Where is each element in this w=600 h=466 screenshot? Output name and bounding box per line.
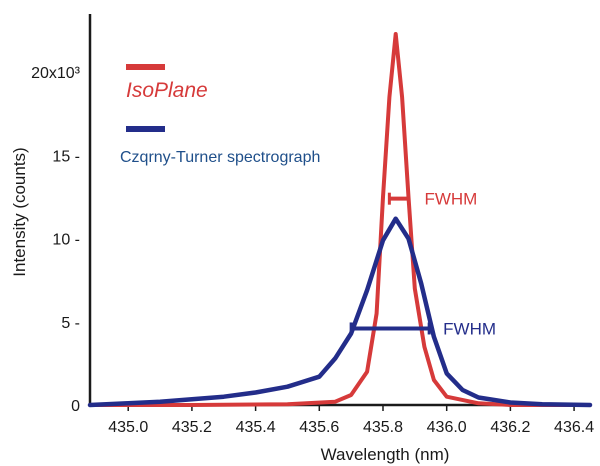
fwhm-label: FWHM <box>443 319 496 338</box>
x-tick-label: 435.0 <box>108 419 148 436</box>
y-axis-label: Intensity (counts) <box>10 147 29 276</box>
y-tick-label: 5 - <box>61 315 80 332</box>
series-lines <box>87 32 593 408</box>
series-line-czerny-turner <box>87 216 593 408</box>
fwhm-annotations: FWHM FWHM <box>349 190 496 338</box>
legend-label-czerny-turner: Czqrny-Turner spectrograph <box>120 149 320 166</box>
y-tick-label: 15 - <box>52 148 80 165</box>
y-tick-label: 0 <box>71 398 80 415</box>
x-tick-label: 435.6 <box>299 419 339 436</box>
x-tick-label: 435.2 <box>172 419 212 436</box>
x-ticks: 435.0 435.2 435.4 435.6 435.8 436.0 436.2 436.4 <box>108 405 594 436</box>
y-ticks: 0 5 - 10 - 15 - 20x10³ <box>31 65 81 415</box>
legend-label-isoplane: IsoPlane <box>126 79 208 102</box>
series-line-isoplane <box>88 32 592 407</box>
x-tick-label: 435.8 <box>363 419 403 436</box>
fwhm-label: FWHM <box>424 190 477 209</box>
x-tick-label: 436.4 <box>554 419 594 436</box>
y-tick-label: 20x10³ <box>31 65 81 82</box>
y-tick-label: 10 - <box>52 232 80 249</box>
x-tick-label: 436.0 <box>427 419 467 436</box>
x-tick-label: 436.2 <box>490 419 530 436</box>
x-tick-label: 435.4 <box>236 419 276 436</box>
legend: IsoPlane Czqrny-Turner spectrograph <box>120 64 320 166</box>
plot-area: 435.0 435.2 435.4 435.6 435.8 436.0 436.2 436.4… <box>31 14 594 436</box>
x-axis-label: Wavelength (nm) <box>321 445 450 464</box>
